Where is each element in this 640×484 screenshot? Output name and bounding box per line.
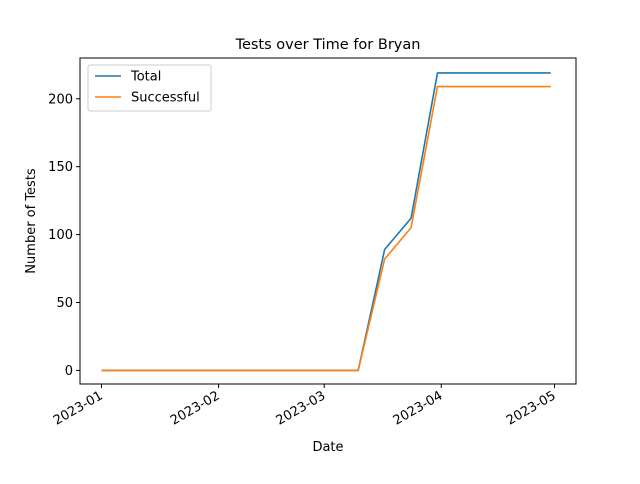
legend-label: Successful <box>131 91 200 106</box>
legend-label: Total <box>130 70 161 85</box>
plot-frame <box>79 57 577 385</box>
x-axis-label: Date <box>312 440 343 455</box>
y-tick-label: 0 <box>65 364 73 379</box>
y-axis-label: Number of Tests <box>24 168 39 274</box>
legend: Total Successful <box>87 64 212 112</box>
y-tick-label: 100 <box>48 228 73 243</box>
y-axis-ticks: 0 50 100 150 200 <box>48 92 80 379</box>
y-tick-label: 150 <box>48 160 73 175</box>
y-tick-label: 50 <box>56 296 73 311</box>
series-line-successful <box>101 85 551 372</box>
chart-title: Tests over Time for Bryan <box>235 37 421 53</box>
y-tick-label: 200 <box>48 92 73 107</box>
plot-lines <box>101 72 551 372</box>
